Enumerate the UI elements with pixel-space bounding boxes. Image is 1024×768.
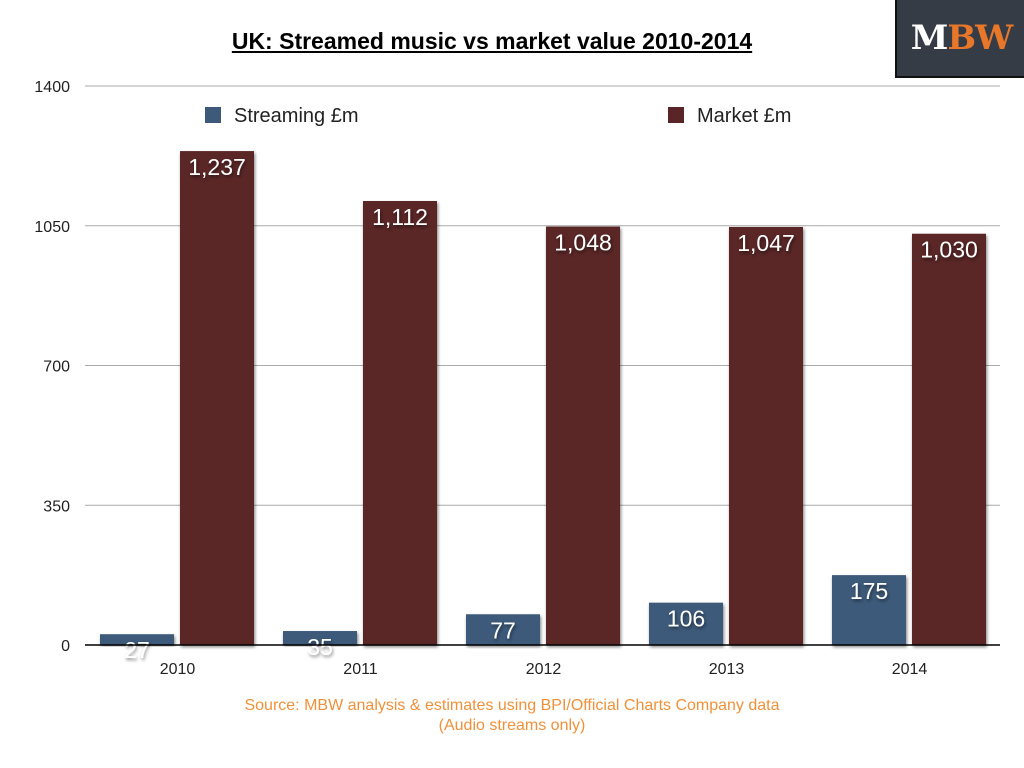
data-label: 77 xyxy=(490,617,516,643)
bar-market xyxy=(363,200,437,645)
legend-swatch xyxy=(205,107,221,123)
bar-market xyxy=(180,151,254,646)
bar-streaming xyxy=(649,602,723,645)
data-label: 1,048 xyxy=(554,230,612,256)
source-note: Source: MBW analysis & estimates using B… xyxy=(0,696,1024,736)
data-label: 1,112 xyxy=(372,204,428,230)
source-line2: (Audio streams only) xyxy=(438,717,586,734)
data-label: 35 xyxy=(307,634,333,660)
legend-swatch xyxy=(668,107,684,123)
y-tick-label: 0 xyxy=(61,638,70,655)
x-tick-label: 2014 xyxy=(892,661,928,678)
bar-streaming xyxy=(466,614,540,645)
bar-streaming xyxy=(100,634,174,645)
legend-label: Streaming £m xyxy=(234,105,359,127)
mbw-logo: M BW xyxy=(895,0,1024,78)
data-label: 1,047 xyxy=(737,230,795,256)
bar-market xyxy=(546,226,620,645)
x-tick-label: 2011 xyxy=(343,661,378,678)
bar-market xyxy=(912,233,986,645)
data-label: 106 xyxy=(667,606,705,632)
x-tick-label: 2012 xyxy=(526,661,562,678)
y-tick-label: 1400 xyxy=(34,79,70,96)
y-tick-label: 1050 xyxy=(34,219,70,236)
chart-title: UK: Streamed music vs market value 2010-… xyxy=(231,28,753,54)
x-tick-label: 2010 xyxy=(160,661,196,678)
data-label: 175 xyxy=(850,578,888,604)
bar-streaming xyxy=(832,575,906,645)
bar-streaming xyxy=(283,631,357,645)
data-label: 1,237 xyxy=(188,154,246,180)
data-label: 1,030 xyxy=(920,237,978,263)
legend-label: Market £m xyxy=(697,105,791,127)
y-tick-label: 350 xyxy=(43,498,70,515)
bar-market xyxy=(729,226,803,645)
x-tick-label: 2013 xyxy=(709,661,745,678)
y-tick-label: 700 xyxy=(43,359,70,376)
source-line1: Source: MBW analysis & estimates using B… xyxy=(244,697,780,714)
data-label: 27 xyxy=(124,637,150,663)
